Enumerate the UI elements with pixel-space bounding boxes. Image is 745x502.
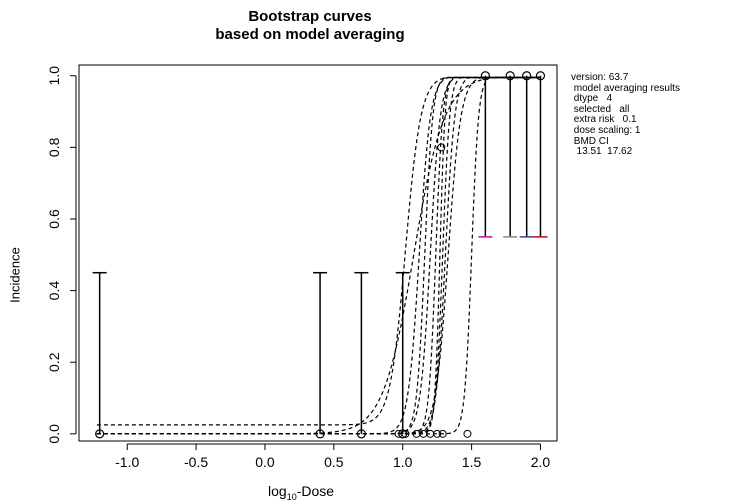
observed-point-8 (535, 71, 546, 81)
y-tick-label-2: 0.2 (46, 352, 62, 372)
bootstrap-curve-9 (96, 76, 541, 435)
chart-title-line-2: based on model averaging (215, 26, 405, 43)
info-panel: version: 63.7 model averaging results dt… (571, 72, 680, 158)
x-axis-label-rest: -Dose (296, 483, 335, 499)
info-model-averaging: model averaging results (571, 82, 680, 94)
bootstrap-curve-3 (96, 76, 541, 435)
observed-point-4 (398, 429, 408, 439)
info-selected: selected all (571, 103, 630, 115)
observed-point-7 (522, 71, 532, 81)
error-bars-group (92, 75, 548, 434)
x-tick-label-4: 0.5 (324, 454, 344, 470)
observed-point-2 (315, 429, 325, 439)
info-dose-scaling: dose scaling: 1 (571, 124, 641, 136)
y-tick-label-5: 0.8 (46, 137, 62, 157)
bootstrap-curve-4 (96, 76, 541, 435)
y-tick-label-1: 0.0 (46, 424, 62, 444)
bootstrap-curve-2 (96, 76, 541, 435)
x-tick-label-5: 1.0 (393, 454, 413, 470)
x-axis-label: log10-Dose (268, 483, 334, 502)
x-tick-label-6: 1.5 (462, 454, 482, 470)
observed-point-3 (356, 429, 366, 439)
bootstrap-curve-7 (96, 76, 541, 435)
chart-title-line-1: Bootstrap curves (248, 8, 372, 25)
info-dtype: dtype 4 (571, 93, 613, 105)
bootstrap-curve-1 (96, 76, 541, 426)
curve-point-8 (463, 429, 472, 438)
curve-point-2 (401, 429, 410, 438)
x-tick-label-7: 2.0 (531, 454, 551, 470)
x-tick-label-1: -1.0 (115, 454, 139, 470)
x-tick-label-3: 0.0 (255, 454, 275, 470)
x-tick-label-2: -0.5 (184, 454, 208, 470)
curve-point-9 (437, 143, 446, 152)
points-group (95, 71, 546, 439)
x-axis-label-subscript: 10 (286, 491, 297, 502)
plot-frame (78, 64, 558, 442)
observed-point-1 (95, 429, 105, 439)
curve-point-7 (438, 429, 447, 438)
bootstrap-curves-group (96, 76, 541, 435)
x-axis-label-base: log (268, 483, 287, 499)
axes-group: -1.0 -0.5 0.0 0.5 1.0 1.5 2.0 0.0 0.2 0.4 0.6 0.8 1.… (46, 66, 550, 470)
info-bmd-ci-label: BMD CI (571, 135, 609, 147)
observed-point-5 (480, 71, 490, 81)
info-extra-risk: extra risk 0.1 (571, 114, 637, 126)
y-axis-label: Incidence (7, 247, 23, 303)
curve-point-6 (433, 429, 442, 438)
info-bmd-ci-values: 13.51 17.62 (571, 146, 633, 158)
bootstrap-curve-11 (96, 76, 541, 435)
bootstrap-curve-5 (96, 76, 541, 435)
bootstrap-curve-6 (96, 76, 541, 435)
y-tick-label-3: 0.4 (46, 281, 62, 301)
bootstrap-curve-10 (96, 76, 541, 435)
y-tick-label-6: 1.0 (46, 66, 62, 86)
observed-point-6 (505, 71, 515, 81)
y-tick-label-4: 0.6 (46, 209, 62, 229)
bootstrap-curve-8 (96, 76, 541, 435)
info-version: version: 63.7 (571, 72, 629, 83)
